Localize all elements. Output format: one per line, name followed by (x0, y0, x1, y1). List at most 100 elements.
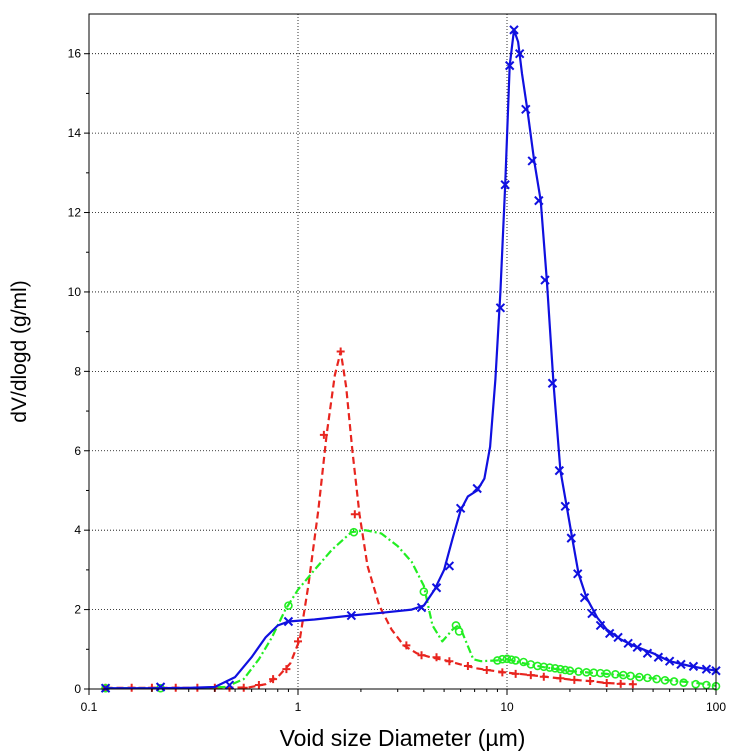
data-point (350, 510, 359, 519)
data-point (556, 664, 565, 674)
data-point (294, 637, 302, 646)
y-axis-title: dV/dlogd (g/ml) (8, 280, 31, 422)
plot-frame (88, 13, 717, 690)
data-point (493, 656, 502, 665)
data-point (519, 657, 528, 667)
data-point (539, 662, 549, 672)
x-axis-title: Void size Diameter (µm) (280, 725, 526, 751)
series-2 (101, 527, 721, 693)
data-point (623, 638, 633, 649)
data-point (664, 656, 675, 666)
data-point (155, 682, 166, 692)
x-tick-label: 10 (500, 700, 514, 714)
data-point (282, 665, 291, 674)
data-point (579, 592, 590, 603)
data-point (527, 156, 537, 166)
data-point (547, 378, 558, 388)
data-point (691, 679, 701, 689)
data-point (545, 663, 554, 672)
data-point (472, 483, 482, 494)
data-point (560, 501, 570, 512)
data-point (507, 655, 516, 664)
data-point (539, 672, 548, 681)
data-point (402, 641, 411, 650)
data-point (463, 661, 472, 670)
y-tick-label: 8 (74, 364, 81, 378)
data-point (560, 665, 570, 675)
data-point (514, 48, 525, 59)
data-point (676, 659, 686, 670)
data-point (628, 680, 637, 689)
data-point (521, 104, 531, 115)
x-tick-label: 1 (295, 700, 302, 714)
y-tick-label: 10 (68, 285, 82, 299)
data-point (613, 632, 623, 643)
grid (89, 14, 716, 689)
data-point (701, 664, 712, 674)
data-point (482, 665, 491, 674)
y-tick-label: 16 (68, 47, 82, 61)
data-point (587, 608, 597, 619)
data-point (284, 601, 293, 610)
data-point (349, 527, 359, 537)
data-point (660, 675, 670, 685)
data-point (336, 347, 345, 356)
data-point (431, 583, 442, 593)
data-point (417, 651, 426, 660)
data-point (643, 673, 652, 683)
data-point (504, 60, 515, 71)
data-point (346, 610, 357, 621)
data-point (602, 669, 612, 678)
data-point (502, 654, 512, 664)
data-point (586, 677, 595, 686)
data-point (679, 678, 688, 687)
data-point (573, 569, 583, 579)
data-point (635, 672, 644, 682)
data-point (626, 671, 635, 681)
data-point (511, 656, 520, 665)
y-tick-label: 0 (74, 682, 81, 696)
data-point (611, 670, 620, 679)
data-point (595, 620, 606, 631)
data-point (455, 503, 466, 514)
data-point (534, 195, 544, 206)
series-3 (100, 25, 721, 693)
data-point (419, 587, 429, 597)
data-point (445, 657, 454, 666)
data-point (416, 602, 427, 613)
data-point (495, 303, 506, 313)
data-point (224, 680, 235, 690)
x-tick-label: 0.1 (81, 700, 98, 714)
data-point (556, 674, 565, 683)
series-1 (101, 347, 637, 692)
data-point (574, 667, 583, 676)
series-line (105, 350, 633, 689)
data-point (604, 628, 615, 639)
data-point (454, 627, 464, 636)
data-point (283, 616, 294, 627)
data-point (565, 666, 575, 676)
data-point (554, 465, 565, 476)
data-point (100, 683, 111, 693)
data-point (239, 683, 248, 692)
data-point (432, 653, 441, 662)
data-point (688, 661, 699, 672)
data-point (526, 671, 535, 680)
data-point (669, 677, 679, 686)
tick-layer: 0 2 4 6 8 10 12 14 16 0.1 1 10 100 (68, 47, 727, 714)
data-point (652, 674, 661, 684)
y-tick-label: 12 (68, 206, 82, 220)
y-tick-label: 14 (68, 126, 82, 140)
data-point (511, 669, 520, 678)
data-point (566, 533, 576, 543)
y-tick-label: 2 (74, 603, 81, 617)
data-point (444, 561, 455, 571)
series-line (105, 28, 717, 690)
data-point (498, 654, 507, 664)
data-point (500, 180, 510, 190)
series-layer (100, 25, 721, 693)
data-point (653, 652, 664, 662)
data-point (550, 664, 560, 673)
data-point (498, 668, 507, 677)
